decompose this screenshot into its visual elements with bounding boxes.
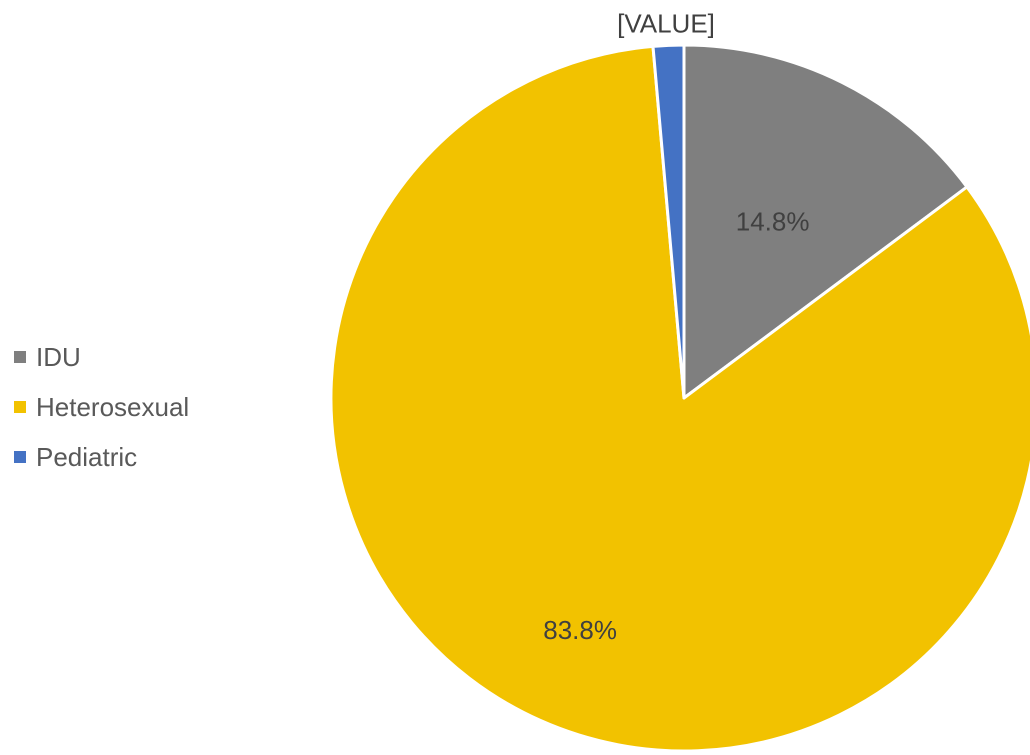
data-label-idu: 14.8%: [736, 206, 810, 236]
legend-swatch-heterosexual: [14, 401, 26, 413]
legend-item-heterosexual: Heterosexual: [14, 382, 189, 432]
legend-swatch-idu: [14, 351, 26, 363]
legend-label-pediatric: Pediatric: [36, 441, 138, 472]
data-label-pediatric: [VALUE]: [617, 8, 715, 38]
pie-slices: [329, 43, 1030, 753]
legend-label-idu: IDU: [36, 341, 81, 372]
pie-slice-heterosexual: [329, 44, 1030, 753]
chart-legend: IDU Heterosexual Pediatric: [14, 332, 189, 482]
legend-item-pediatric: Pediatric: [14, 432, 189, 482]
pie-slice-pediatric: [651, 43, 686, 400]
pie-slice-idu: [682, 43, 969, 400]
legend-item-idu: IDU: [14, 332, 189, 382]
data-label-heterosexual: 83.8%: [543, 615, 617, 645]
legend-swatch-pediatric: [14, 451, 26, 463]
legend-label-heterosexual: Heterosexual: [36, 391, 190, 422]
pie-data-labels: 14.8% 83.8% [VALUE]: [543, 8, 809, 645]
